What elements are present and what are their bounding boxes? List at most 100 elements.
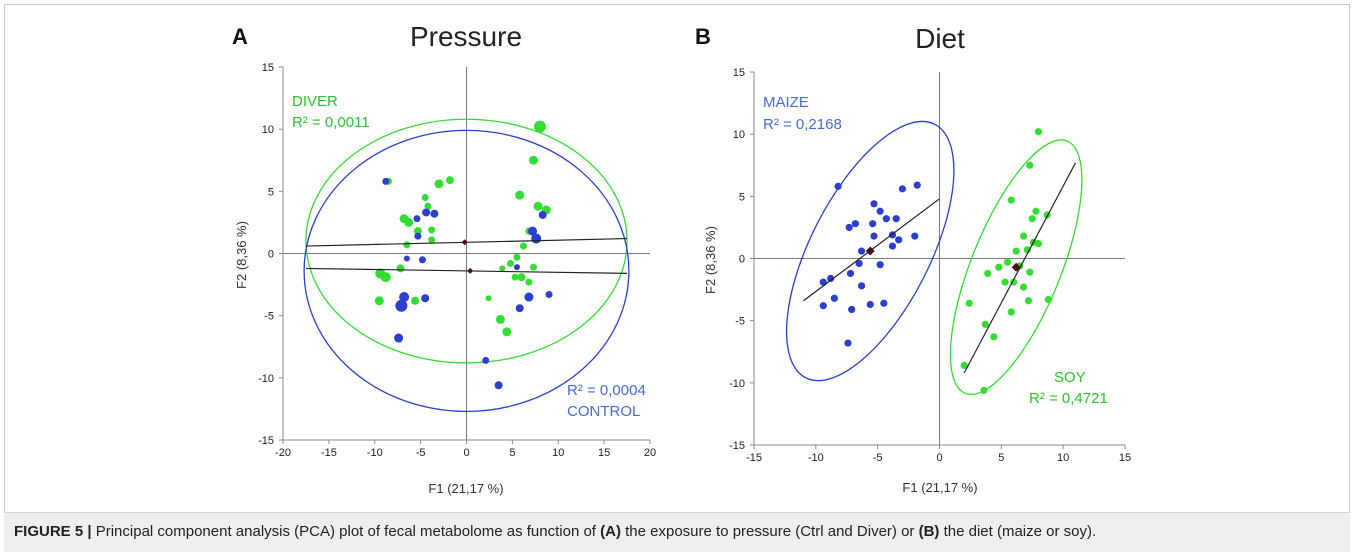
y-tick-label: 0 — [268, 249, 274, 261]
x-axis-label-a: F1 (21,17 %) — [428, 481, 503, 496]
data-point-green — [499, 265, 506, 272]
data-point-green — [1034, 239, 1043, 248]
data-point-blue — [482, 356, 490, 364]
data-point-green — [374, 296, 384, 306]
data-point-green — [502, 327, 512, 337]
y-tick-label: -15 — [729, 440, 745, 452]
data-point-blue — [851, 220, 860, 228]
data-point-blue — [869, 220, 877, 228]
y-tick-label: 15 — [733, 67, 745, 79]
data-point-green — [511, 273, 519, 281]
annotation-maize: MAIZE — [763, 94, 809, 111]
data-point-blue — [846, 269, 855, 278]
x-tick-label: 0 — [463, 447, 469, 459]
figure-caption: FIGURE 5 | Principal component analysis … — [14, 523, 1096, 540]
data-point-blue — [870, 200, 878, 208]
caption-bar: FIGURE 5 | Principal component analysis … — [4, 512, 1350, 552]
data-point-blue — [513, 264, 520, 271]
data-point-green — [1044, 295, 1052, 304]
data-point-green — [1026, 268, 1034, 276]
caption-text-3: the diet (maize or soy). — [939, 523, 1097, 540]
y-axis-label-b: F2 (8,36 %) — [703, 226, 718, 294]
data-point-green — [513, 253, 521, 261]
data-point-green — [421, 194, 429, 202]
x-tick-label: 10 — [552, 447, 564, 459]
data-point-blue — [819, 302, 827, 310]
centroid-marker — [1011, 262, 1021, 272]
data-point-blue — [855, 259, 863, 268]
data-point-green — [403, 241, 411, 249]
data-point-green — [507, 259, 515, 267]
centroid-marker — [467, 267, 474, 274]
data-point-blue — [911, 232, 919, 240]
data-point-blue — [830, 294, 838, 302]
x-tick-label: 5 — [509, 447, 515, 459]
annotation-r2-soy: R² = 0,4721 — [1029, 390, 1108, 407]
data-point-blue — [382, 177, 390, 185]
annotation-r2-diver: R² = 0,0011 — [292, 114, 370, 131]
x-tick-label: -5 — [873, 452, 883, 464]
x-tick-label: 0 — [936, 452, 942, 464]
data-point-green — [1001, 278, 1009, 286]
y-tick-label: -10 — [258, 373, 274, 385]
data-point-blue — [421, 294, 430, 303]
data-point-green — [1034, 128, 1043, 136]
data-point-blue — [422, 208, 431, 217]
data-point-blue — [531, 233, 542, 244]
data-point-green — [519, 242, 527, 250]
data-point-green — [529, 263, 537, 271]
chart-title-a: Pressure — [410, 21, 522, 52]
data-point-blue — [857, 247, 866, 255]
y-tick-label: 0 — [739, 254, 745, 266]
data-point-blue — [494, 381, 503, 390]
confidence-ellipse-green — [305, 118, 628, 364]
y-tick-label: -5 — [735, 316, 745, 328]
caption-text-2: the exposure to pressure (Ctrl and Diver… — [620, 523, 919, 540]
x-tick-label: 5 — [998, 452, 1004, 464]
data-point-blue — [403, 255, 410, 262]
y-tick-label: 10 — [733, 129, 745, 141]
data-point-green — [980, 386, 988, 394]
annotation-control: CONTROL — [567, 403, 640, 420]
data-point-blue — [913, 181, 921, 189]
data-point-green — [1007, 308, 1015, 316]
confidence-ellipse-blue — [303, 129, 630, 413]
data-point-blue — [870, 232, 878, 240]
pca-figure: A Pressure F1 (21,17 %) F2 (8,36 %) DIVE… — [232, 21, 1131, 496]
data-point-blue — [848, 305, 856, 314]
data-point-green — [995, 263, 1003, 271]
data-point-green — [990, 333, 998, 341]
data-point-blue — [524, 292, 534, 302]
data-point-green — [428, 236, 436, 244]
data-point-green — [515, 190, 525, 200]
figure-label: FIGURE 5 | — [14, 523, 92, 540]
data-point-blue — [399, 292, 410, 303]
panel-label-a: A — [232, 24, 248, 49]
data-point-green — [411, 296, 420, 305]
data-point-green — [517, 273, 526, 282]
plot-area-b: -15 -10 -5 0 5 10 15 15 10 5 0 -5 -10 -15 — [729, 67, 1131, 464]
data-point-green — [1012, 247, 1020, 255]
data-point-green — [525, 278, 533, 286]
data-point-blue — [876, 261, 884, 269]
data-point-green — [533, 120, 546, 133]
data-point-blue — [834, 182, 842, 190]
x-axis-label-b: F1 (21,17 %) — [902, 480, 977, 495]
annotation-diver: DIVER — [292, 93, 338, 110]
y-tick-label: 5 — [739, 191, 745, 203]
data-point-blue — [882, 215, 890, 223]
y-tick-label: -15 — [258, 435, 274, 447]
chart-title-b: Diet — [915, 23, 965, 54]
data-point-blue — [898, 185, 907, 193]
data-point-green — [1026, 161, 1034, 169]
data-point-green — [428, 226, 436, 234]
data-point-blue — [888, 242, 897, 250]
y-axis-label-a: F2 (8,36 %) — [234, 221, 249, 289]
data-point-green — [984, 269, 992, 278]
caption-a: (A) — [600, 523, 621, 540]
x-tick-label: 15 — [598, 447, 610, 459]
y-tick-label: 15 — [262, 62, 274, 74]
data-point-green — [1024, 297, 1033, 305]
data-point-blue — [545, 291, 553, 299]
